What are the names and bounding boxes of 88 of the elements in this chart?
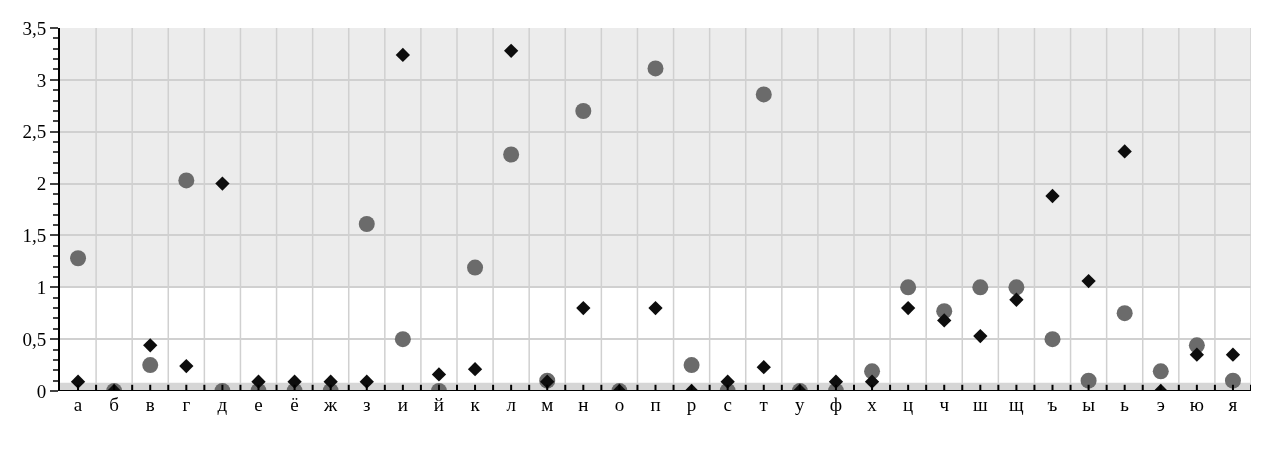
point xyxy=(467,259,484,276)
y-tick-label: 2,5 xyxy=(22,121,47,143)
point xyxy=(1080,372,1097,389)
x-tick-label: у xyxy=(795,394,806,415)
point xyxy=(1224,372,1241,389)
y-tick-label: 1 xyxy=(36,276,47,298)
point xyxy=(143,338,158,353)
point xyxy=(755,86,772,103)
x-tick-label: с xyxy=(723,394,732,415)
point xyxy=(178,172,195,189)
point xyxy=(720,374,735,389)
x-tick-label: г xyxy=(182,394,191,415)
x-tick-label: ц xyxy=(903,394,914,415)
point xyxy=(683,357,700,374)
x-tick-label: и xyxy=(397,394,408,415)
x-tick-label: й xyxy=(433,394,445,415)
point xyxy=(647,60,664,77)
x-tick-label: ш xyxy=(973,394,988,415)
point xyxy=(287,374,302,389)
x-tick-label: ф xyxy=(829,394,843,415)
x-tick-label: ы xyxy=(1082,394,1096,415)
point xyxy=(503,146,520,163)
x-tick-label: н xyxy=(578,394,589,415)
point xyxy=(864,374,880,389)
point xyxy=(900,279,917,296)
point xyxy=(575,102,592,119)
point xyxy=(467,362,483,377)
x-tick-label: о xyxy=(614,394,625,415)
point xyxy=(251,374,266,389)
point xyxy=(323,374,338,389)
point xyxy=(972,279,989,296)
x-tick-label: ж xyxy=(323,394,339,415)
x-tick-label: ь xyxy=(1120,394,1130,415)
point xyxy=(1045,188,1060,204)
point xyxy=(648,300,663,316)
x-tick-label: б xyxy=(109,394,119,415)
x-tick-label: ю xyxy=(1189,394,1204,415)
x-tick-label: ё xyxy=(290,394,299,415)
point xyxy=(70,250,87,267)
x-tick-label: ч xyxy=(939,394,950,415)
point xyxy=(756,360,771,375)
point xyxy=(1009,292,1024,307)
x-tick-label: д xyxy=(217,394,228,415)
point xyxy=(431,367,447,382)
x-tick-label: л xyxy=(506,394,517,415)
point xyxy=(70,374,86,389)
x-tick-label: э xyxy=(1156,394,1165,415)
point xyxy=(395,47,411,63)
point xyxy=(179,358,194,374)
point xyxy=(973,328,988,344)
point xyxy=(937,313,952,328)
point xyxy=(1152,363,1169,380)
x-tick-label: з xyxy=(363,394,371,415)
y-tick-label: 1,5 xyxy=(22,225,47,247)
point xyxy=(576,300,591,316)
point xyxy=(900,300,916,316)
point xyxy=(215,176,230,191)
x-tick-label: в xyxy=(145,394,155,415)
x-tick-label: х xyxy=(867,394,878,415)
point xyxy=(1116,305,1133,322)
point xyxy=(828,374,844,389)
point xyxy=(503,43,519,58)
y-tick-label: 3 xyxy=(36,69,47,91)
point xyxy=(142,357,159,374)
point xyxy=(1189,347,1205,362)
y-tick-label: 2 xyxy=(36,173,47,195)
x-tick-label: а xyxy=(73,394,83,415)
x-tick-label: е xyxy=(254,394,263,415)
x-tick-label: к xyxy=(470,394,481,415)
point xyxy=(1008,279,1025,296)
point xyxy=(1117,144,1132,159)
x-tick-label: щ xyxy=(1009,394,1025,415)
point xyxy=(359,374,374,389)
y-tick-label: 0,5 xyxy=(22,328,47,350)
y-tick-label: 0 xyxy=(36,380,47,402)
x-tick-label: п xyxy=(650,394,661,415)
point xyxy=(358,216,375,233)
y-tick-label: 3,5 xyxy=(22,17,47,39)
x-tick-label: ъ xyxy=(1047,394,1058,415)
x-tick-label: т xyxy=(759,394,769,415)
point xyxy=(864,363,881,380)
x-tick-label: р xyxy=(686,394,697,415)
point xyxy=(1044,331,1061,348)
x-tick-label: м xyxy=(541,394,554,415)
x-tick-label: я xyxy=(1228,394,1238,415)
point xyxy=(1081,273,1096,289)
point xyxy=(1225,347,1241,362)
point xyxy=(394,331,411,348)
